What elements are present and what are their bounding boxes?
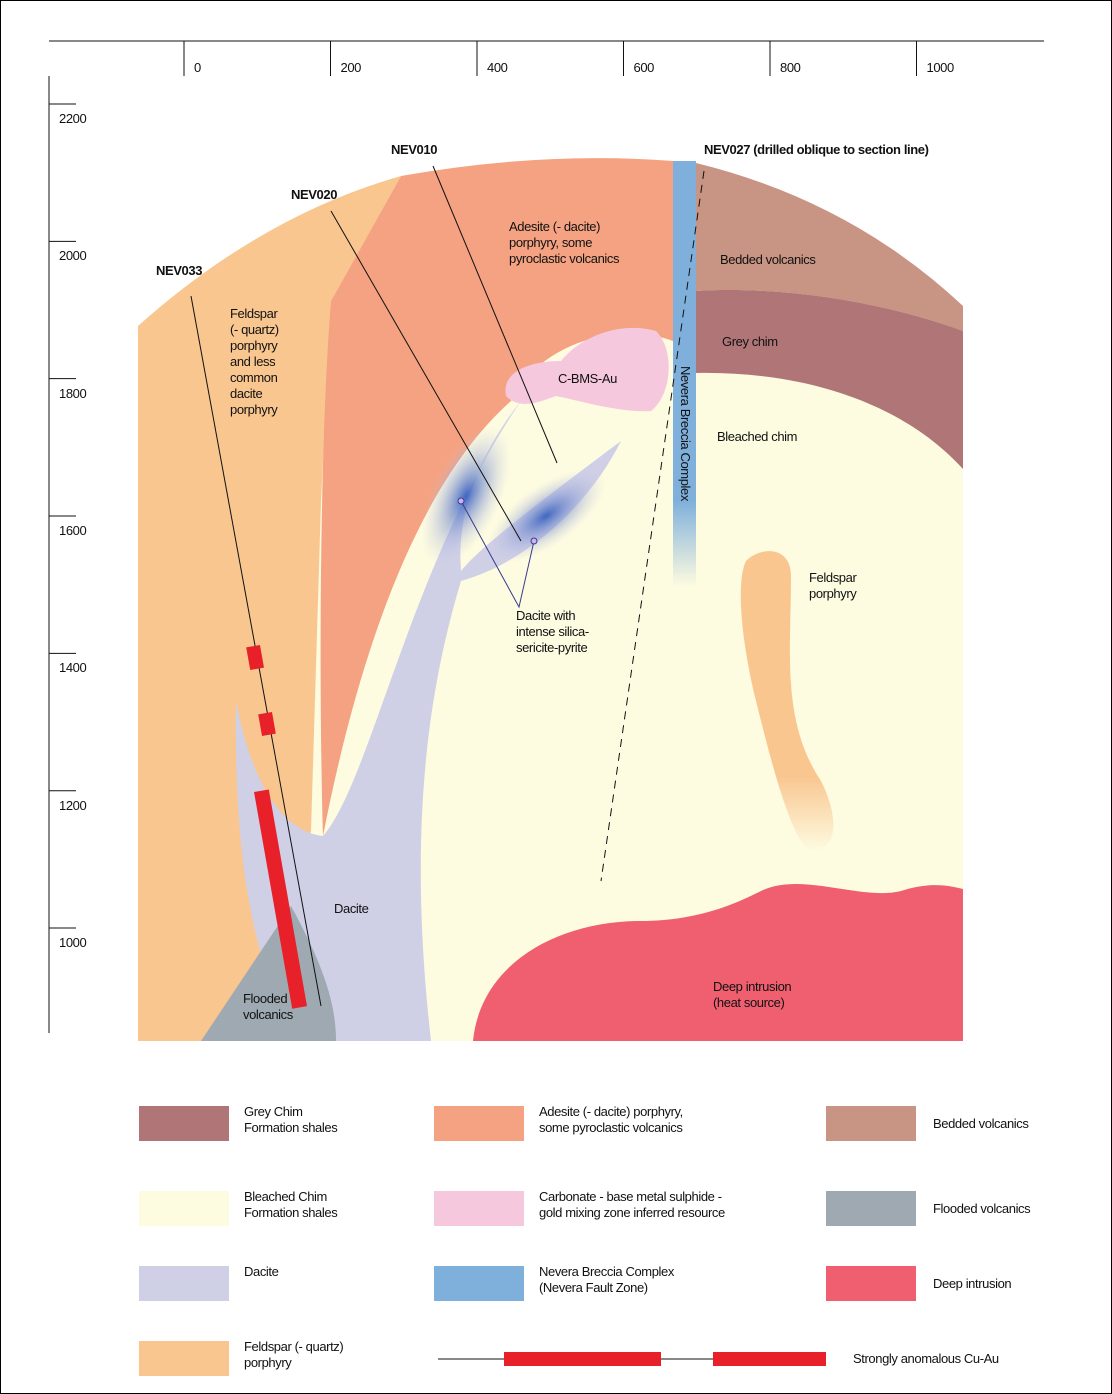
legend-label: Bedded volcanics [933,1116,1029,1132]
legend-swatch [826,1266,916,1301]
y-tick-label: 2000 [59,248,86,264]
section-label: Dacite with intense silica- sericite-pyr… [516,608,589,656]
section-label: Nevera Breccia Complex [677,366,693,501]
legend-label: Deep intrusion [933,1276,1011,1292]
legend-swatch [139,1191,229,1226]
y-tick-label: 2200 [59,111,86,127]
legend-label: Bleached Chim Formation shales [244,1189,337,1221]
legend-swatch [434,1106,524,1141]
drill-label: NEV033 [156,263,202,279]
legend-swatch [139,1106,229,1141]
sample [531,538,537,544]
legend-swatch [826,1106,916,1141]
x-tick-label: 400 [487,60,508,76]
y-tick-label: 1000 [59,935,86,951]
diagram: NEV033 NEV020 NEV010 NEV027 (drilled obl… [0,0,1112,1394]
y-tick-label: 1200 [59,798,86,814]
legend-label: Carbonate - base metal sulphide - gold m… [539,1189,725,1221]
x-tick-label: 800 [780,60,801,76]
section-label: Deep intrusion (heat source) [713,979,791,1011]
legend-swatch [139,1341,229,1376]
section-label: Bleached chim [717,429,797,445]
legend-swatch [826,1191,916,1226]
drill-label: NEV027 (drilled oblique to section line) [704,142,929,158]
x-tick-label: 600 [634,60,655,76]
section-label: Grey chim [722,334,778,350]
legend-label: Dacite [244,1264,278,1280]
legend-anomaly [504,1352,661,1366]
drill-label: NEV020 [291,187,337,203]
section-label: C-BMS-Au [558,371,617,387]
legend-swatch [434,1191,524,1226]
drill-label: NEV010 [391,142,437,158]
section-label: Adesite (- dacite) porphyry, some pyrocl… [509,219,619,267]
y-tick-label: 1600 [59,523,86,539]
section-label: Bedded volcanics [720,252,816,268]
section-label: Flooded volcanics [243,991,293,1023]
section-label: Feldspar (- quartz) porphyry and less co… [230,306,279,418]
section-label: Feldspar porphyry [809,570,856,602]
legend-label: Grey Chim Formation shales [244,1104,337,1136]
legend-line [438,1352,826,1366]
x-tick-label: 0 [194,60,201,76]
cross-section [1,1,1111,1393]
legend-swatch [139,1266,229,1301]
legend-label: Feldspar (- quartz) porphyry [244,1339,343,1371]
legend-swatch [434,1266,524,1301]
y-tick-label: 1800 [59,386,86,402]
legend-label: Adesite (- dacite) porphyry, some pyrocl… [539,1104,683,1136]
x-tick-label: 200 [341,60,362,76]
section-label: Dacite [334,901,368,917]
legend-label: Strongly anomalous Cu-Au [853,1351,999,1367]
x-tick-label: 1000 [927,60,954,76]
legend-anomaly [713,1352,826,1366]
sample [458,498,464,504]
legend-label: Flooded volcanics [933,1201,1030,1217]
legend-label: Nevera Breccia Complex (Nevera Fault Zon… [539,1264,674,1296]
y-tick-label: 1400 [59,660,86,676]
